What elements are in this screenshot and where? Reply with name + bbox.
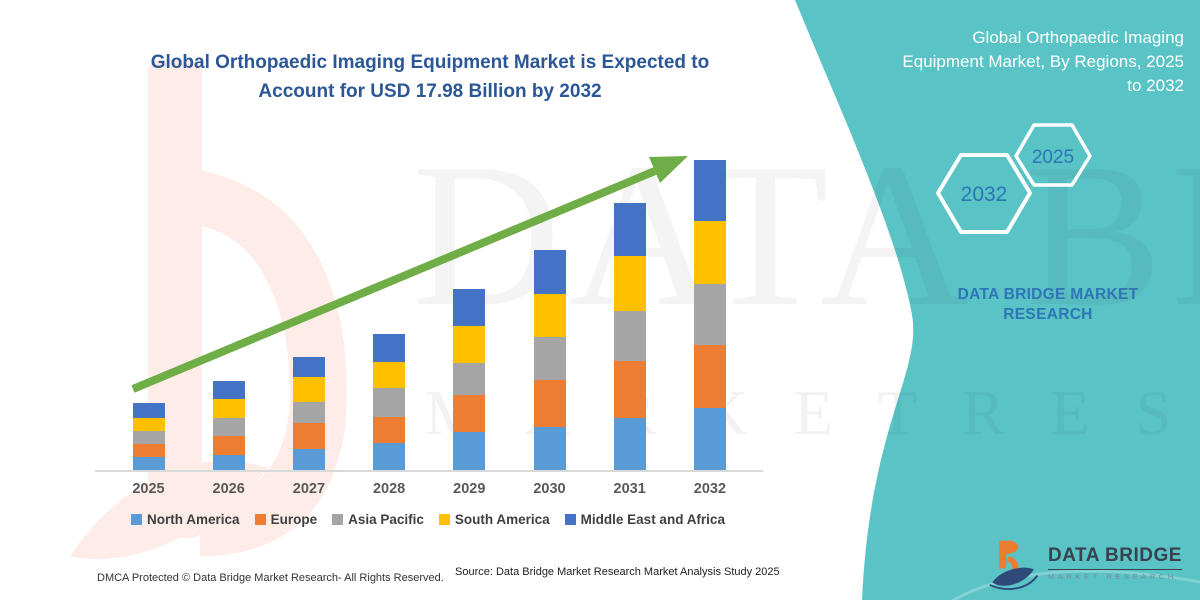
- legend-label-south-america: South America: [454, 512, 550, 527]
- bar-segment-south-america-2027: [292, 376, 325, 402]
- bar-segment-south-america-2026: [212, 399, 245, 419]
- chart-legend: North America Europe Asia Pacific South Ame…: [90, 512, 766, 527]
- bar-segment-asia-pacific-2028: [373, 387, 406, 417]
- bar-segment-europe-2030: [533, 379, 566, 428]
- hexagon-2025-label: 2025: [1032, 147, 1074, 168]
- bar-segment-europe-2026: [212, 435, 245, 455]
- legend-swatch-asia-pacific: [332, 514, 344, 525]
- side-panel-title-line1: Global Orthopaedic Imaging: [972, 28, 1184, 47]
- x-axis-line: [95, 470, 763, 472]
- legend-item-europe: Europe: [254, 512, 318, 527]
- logo-divider: [1048, 568, 1182, 570]
- bar-segment-europe-2029: [453, 394, 486, 433]
- legend-label-asia-pacific: Asia Pacific: [348, 512, 424, 527]
- legend-label-europe: Europe: [270, 512, 318, 527]
- legend-item-north-america: North America: [131, 512, 240, 527]
- dmca-notice: DMCA Protected © Data Bridge Market Rese…: [97, 572, 444, 584]
- legend-label-middle-east-and-africa: Middle East and Africa: [580, 512, 725, 527]
- legend-swatch-south-america: [438, 514, 450, 525]
- legend-item-asia-pacific: Asia Pacific: [332, 512, 424, 527]
- bar-segment-south-america-2028: [373, 361, 406, 388]
- legend-swatch-middle-east-and-africa: [564, 514, 576, 525]
- bar-segment-middle-east-and-africa-2030: [533, 250, 566, 295]
- side-panel-title: Global Orthopaedic Imaging Equipment Mar…: [816, 26, 1184, 98]
- bar-segment-asia-pacific-2031: [613, 310, 646, 361]
- bar-segment-asia-pacific-2030: [533, 337, 566, 380]
- bar-segment-north-america-2026: [212, 454, 245, 470]
- x-axis-label-2027: 2027: [292, 481, 326, 497]
- x-axis-label-2029: 2029: [453, 481, 486, 497]
- bar-segment-north-america-2030: [533, 427, 566, 470]
- bar-segment-middle-east-and-africa-2025: [132, 402, 165, 418]
- side-panel-title-line2: Equipment Market, By Regions, 2025: [902, 52, 1184, 72]
- logo-brand-name: DATA BRIDGE: [1048, 545, 1182, 566]
- chart-title-line2: Account for USD 17.98 Billion by 2032: [258, 80, 602, 102]
- bar-segment-north-america-2028: [373, 442, 406, 470]
- bar-segment-europe-2032: [693, 344, 726, 408]
- bar-segment-south-america-2025: [132, 417, 165, 431]
- legend-item-south-america: South America: [438, 512, 550, 527]
- bar-segment-south-america-2030: [533, 294, 566, 338]
- data-bridge-logo-b-icon: [989, 540, 1039, 590]
- org-name-line2: RESEARCH: [1003, 306, 1093, 324]
- legend-swatch-europe: [254, 514, 266, 525]
- bar-segment-north-america-2025: [132, 457, 165, 470]
- bar-segment-south-america-2029: [453, 325, 486, 363]
- x-axis-label-2031: 2031: [613, 481, 646, 497]
- bar-segment-south-america-2032: [693, 221, 726, 284]
- swoosh-decoration: [950, 569, 1200, 600]
- bar-segment-asia-pacific-2027: [292, 401, 325, 423]
- bar-segment-middle-east-and-africa-2031: [613, 202, 646, 256]
- hexagon-2032: [936, 153, 1032, 234]
- legend-swatch-north-america: [131, 514, 143, 525]
- bar-segment-middle-east-and-africa-2032: [693, 159, 726, 222]
- bar-segment-europe-2028: [373, 416, 406, 443]
- logo-tagline: MARKET RESEARCH: [1048, 571, 1177, 581]
- bar-segment-north-america-2031: [613, 417, 646, 470]
- bar-segment-asia-pacific-2025: [132, 430, 165, 444]
- bar-segment-north-america-2029: [453, 432, 486, 470]
- bar-segment-middle-east-and-africa-2026: [212, 381, 245, 400]
- bar-segment-asia-pacific-2029: [453, 362, 486, 395]
- x-axis-label-2025: 2025: [132, 481, 165, 497]
- bar-segment-asia-pacific-2026: [212, 418, 245, 436]
- bar-segment-south-america-2031: [613, 255, 646, 311]
- bar-segment-europe-2025: [132, 443, 165, 458]
- bar-segment-north-america-2027: [292, 448, 325, 470]
- source-note: Source: Data Bridge Market Research Mark…: [455, 566, 780, 578]
- bar-segment-middle-east-and-africa-2028: [373, 333, 406, 362]
- bar-segment-middle-east-and-africa-2027: [292, 356, 325, 377]
- x-axis-label-2028: 2028: [372, 481, 406, 497]
- chart-title: Global Orthopaedic Imaging Equipment Mar…: [120, 49, 740, 106]
- x-axis-label-2032: 2032: [693, 481, 727, 497]
- hexagon-2025: [1014, 123, 1092, 187]
- bar-segment-europe-2027: [292, 422, 325, 449]
- x-axis-label-2026: 2026: [212, 481, 245, 497]
- org-name-line1: DATA BRIDGE MARKET: [957, 286, 1139, 303]
- legend-item-middle-east-and-africa: Middle East and Africa: [564, 512, 725, 527]
- org-name-text: DATA BRIDGE MARKET RESEARCH: [928, 285, 1168, 326]
- x-axis-label-2030: 2030: [533, 481, 566, 497]
- bar-segment-middle-east-and-africa-2029: [453, 288, 486, 326]
- bar-segment-europe-2031: [613, 360, 646, 418]
- hexagon-badges: 2032 2025: [936, 123, 1092, 234]
- bar-segment-north-america-2032: [693, 407, 726, 470]
- data-bridge-logo: DATA BRIDGE MARKET RESEARCH: [988, 536, 1182, 594]
- side-panel-title-line3: to 2032: [1127, 76, 1184, 96]
- hexagon-2032-label: 2032: [961, 183, 1008, 206]
- legend-label-north-america: North America: [147, 512, 240, 527]
- bar-segment-asia-pacific-2032: [693, 283, 726, 345]
- chart-title-line1: Global Orthopaedic Imaging Equipment Mar…: [150, 52, 710, 73]
